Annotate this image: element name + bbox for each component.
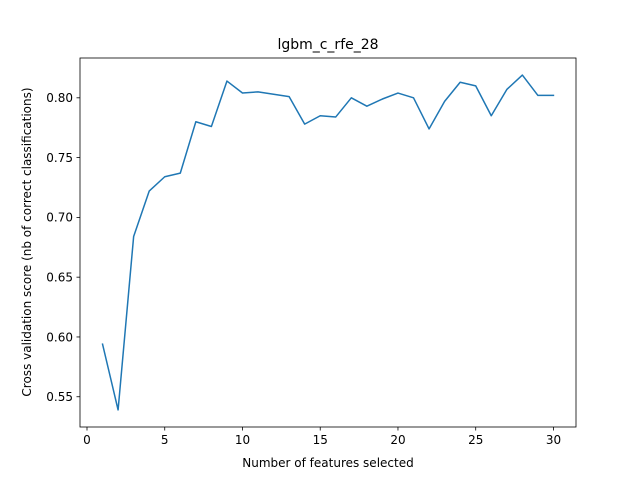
x-tick-label: 25	[468, 433, 483, 447]
plot-area	[101, 74, 555, 411]
y-tick-label: 0.65	[46, 270, 73, 284]
y-tick-label: 0.70	[46, 211, 73, 225]
series-line-0	[101, 74, 555, 411]
y-tick-label: 0.55	[46, 390, 73, 404]
y-tick-label: 0.60	[46, 330, 73, 344]
x-tick-label: 20	[390, 433, 405, 447]
x-tick-label: 5	[161, 433, 169, 447]
chart-title: lgbm_c_rfe_28	[277, 37, 378, 53]
y-axis-label: Cross validation score (nb of correct cl…	[20, 87, 34, 396]
x-axis-label: Number of features selected	[242, 456, 413, 470]
y-tick-label: 0.80	[46, 91, 73, 105]
x-tick-label: 10	[235, 433, 250, 447]
axes: 0 5 10 15 20 25 30 0.55 0.60 0.65 0.70 0.75 0.80	[46, 57, 577, 447]
x-tick-label: 0	[83, 433, 91, 447]
x-tick-label: 30	[546, 433, 561, 447]
y-tick-label: 0.75	[46, 151, 73, 165]
axes-frame	[79, 57, 577, 428]
x-tick-label: 15	[313, 433, 328, 447]
